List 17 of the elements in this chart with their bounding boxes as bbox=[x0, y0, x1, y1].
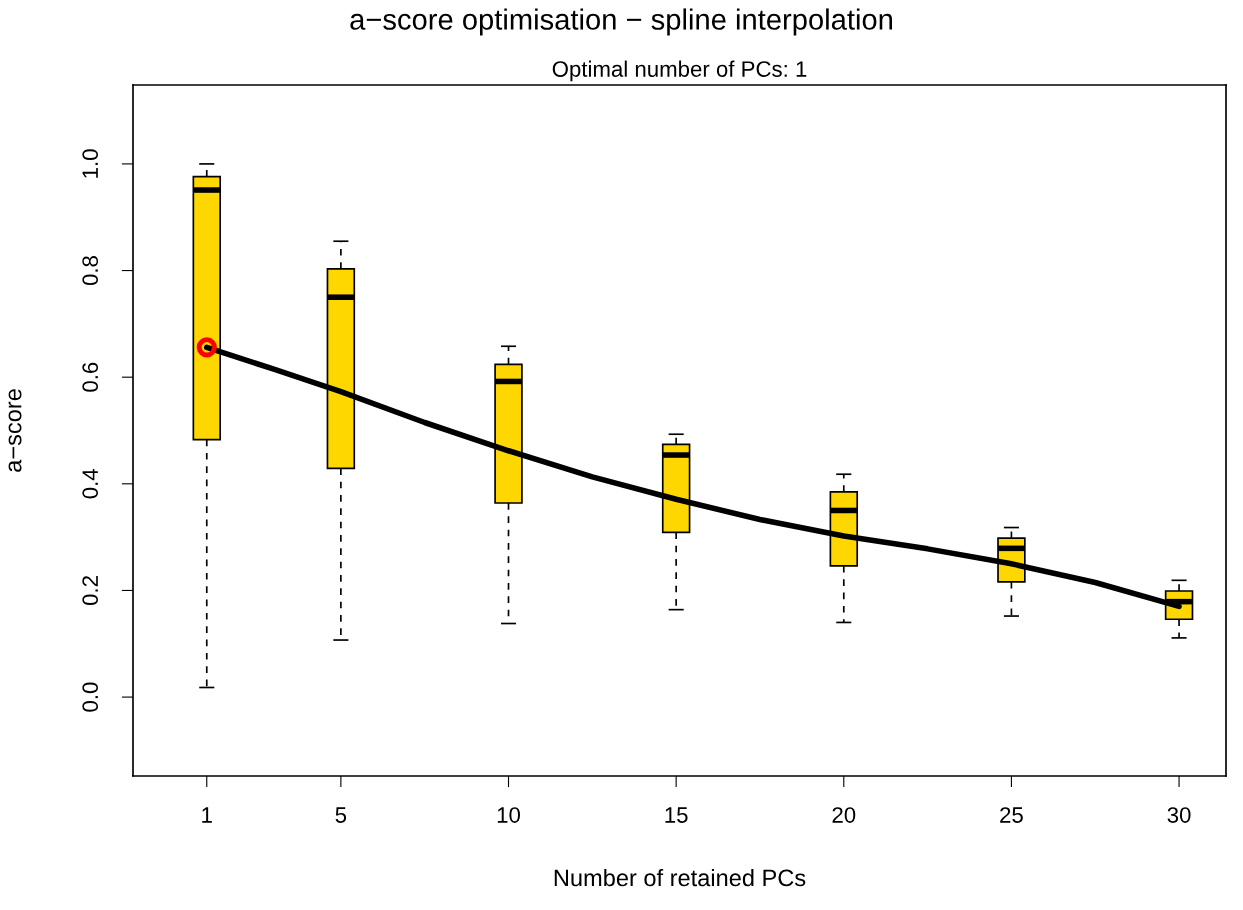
chart-title: a−score optimisation − spline interpolation bbox=[350, 8, 893, 36]
y-tick-label: 0.2 bbox=[82, 576, 99, 606]
x-tick-label: 20 bbox=[832, 807, 856, 823]
y-tick-label: 0.6 bbox=[82, 362, 99, 392]
chart-subtitle: Optimal number of PCs: 1 bbox=[552, 60, 807, 82]
x-tick-label: 30 bbox=[1167, 807, 1191, 823]
y-tick-label: 1.0 bbox=[82, 149, 99, 178]
y-tick-label: 0.4 bbox=[82, 469, 99, 499]
x-tick-label: 10 bbox=[497, 807, 520, 823]
x-tick-label: 5 bbox=[335, 807, 347, 823]
x-tick-label: 1 bbox=[202, 807, 212, 823]
y-tick-label: 0.0 bbox=[82, 682, 99, 712]
y-tick-label: 0.8 bbox=[82, 256, 99, 286]
x-axis-title: Number of retained PCs bbox=[554, 868, 806, 887]
x-tick-label: 25 bbox=[1000, 807, 1023, 823]
x-tick-label: 15 bbox=[665, 807, 688, 823]
y-axis-title: a−score bbox=[8, 389, 22, 472]
